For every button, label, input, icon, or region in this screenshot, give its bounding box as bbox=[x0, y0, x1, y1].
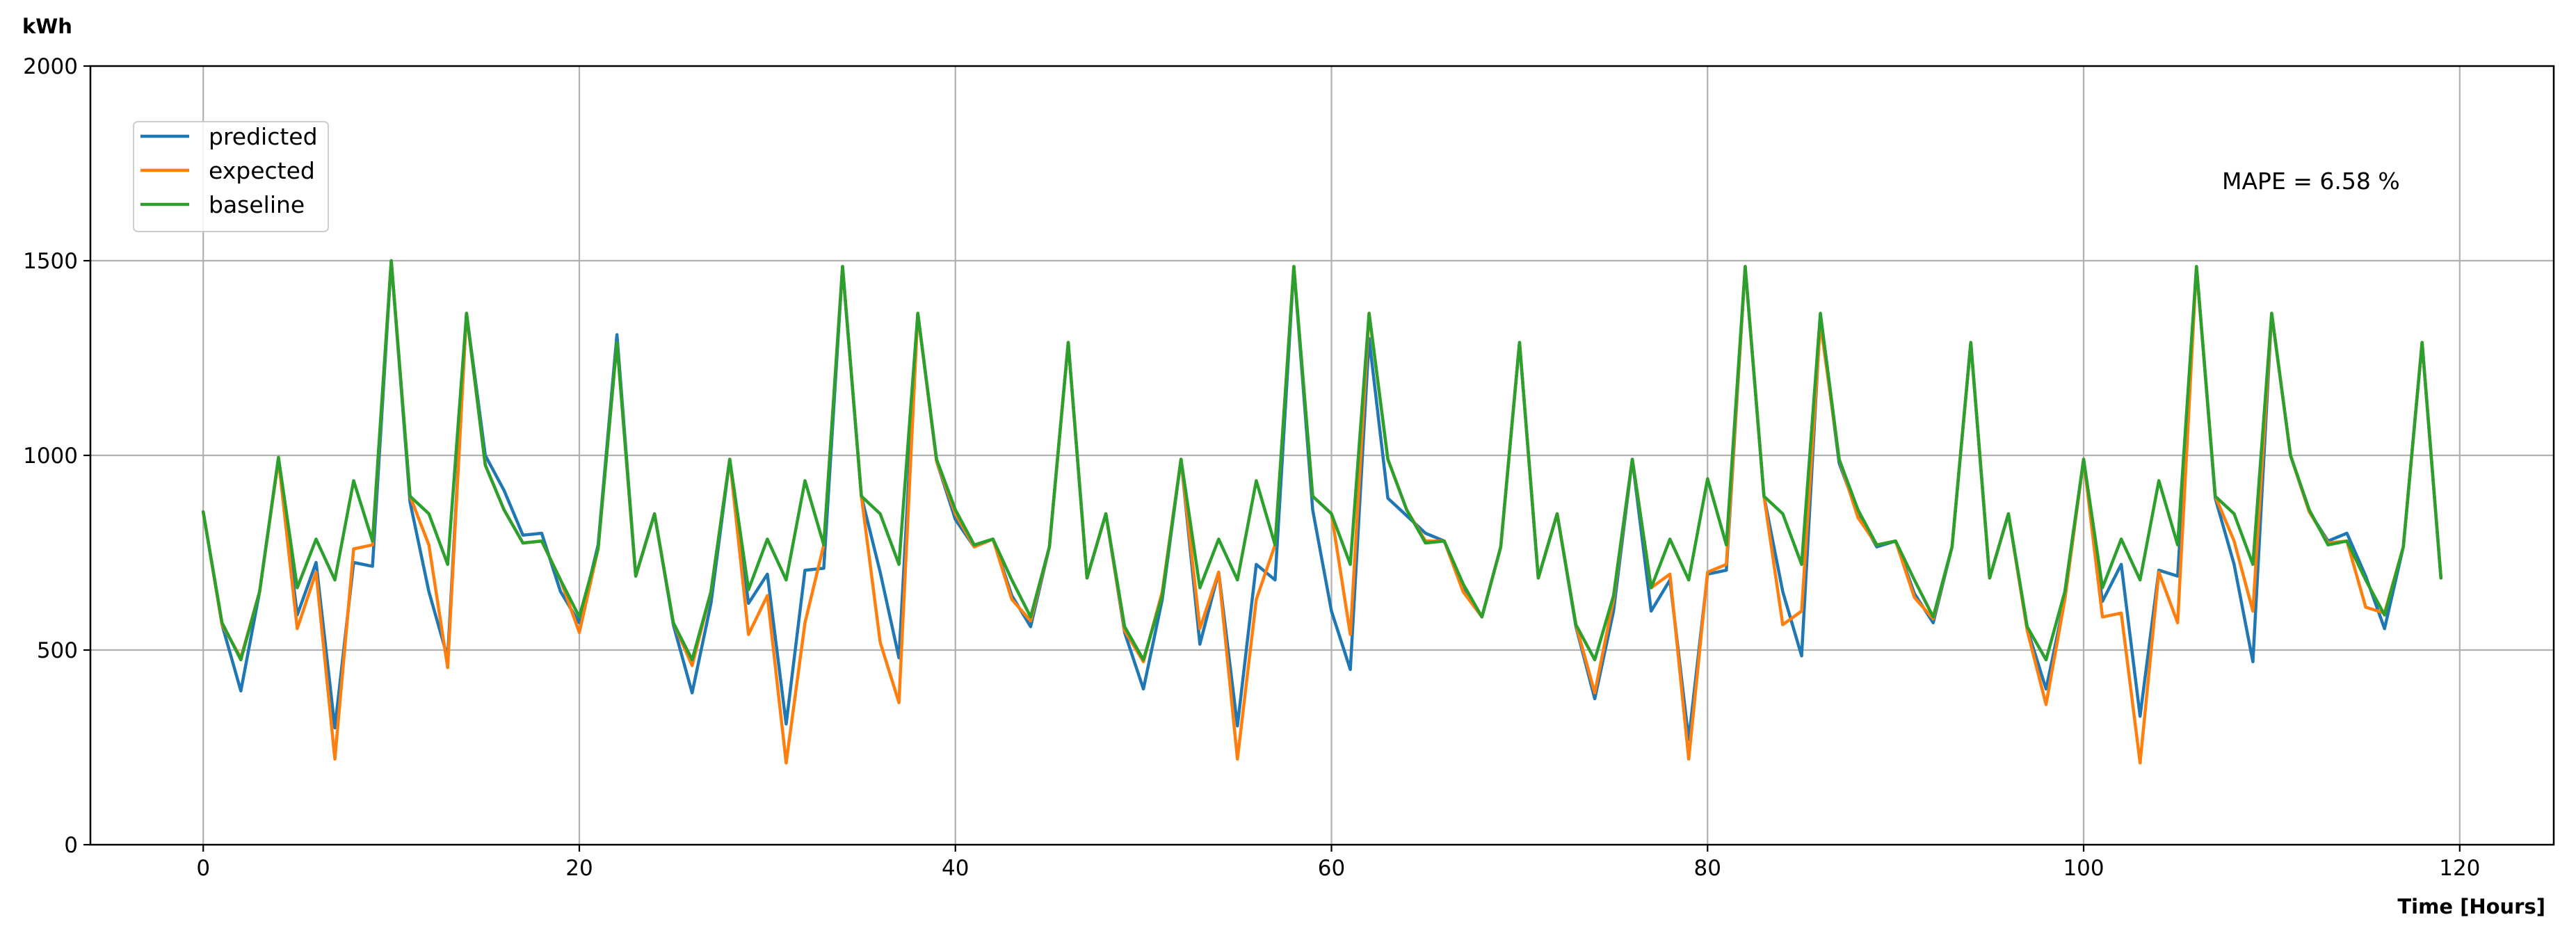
series-line-expected bbox=[201, 259, 2443, 765]
y-axis-ticks: 0 500 1000 1500 2000 bbox=[23, 54, 90, 858]
x-tick-label: 100 bbox=[2063, 856, 2104, 881]
series-lines bbox=[201, 259, 2443, 765]
x-tick-label: 60 bbox=[1318, 856, 1345, 881]
x-tick-label: 120 bbox=[2439, 856, 2480, 881]
y-tick-label: 500 bbox=[37, 638, 78, 663]
x-tick-label: 20 bbox=[565, 856, 593, 881]
series-line-predicted bbox=[201, 259, 2443, 742]
legend-label-baseline: baseline bbox=[209, 191, 305, 218]
legend-label-expected: expected bbox=[209, 157, 315, 184]
x-tick-label: 80 bbox=[1694, 856, 1721, 881]
legend-label-predicted: predicted bbox=[209, 123, 318, 150]
y-tick-label: 0 bbox=[64, 833, 78, 858]
grid-lines bbox=[90, 66, 2554, 845]
x-axis-ticks: 0 20 40 60 80 100 120 bbox=[196, 845, 2480, 881]
x-tick-label: 40 bbox=[942, 856, 969, 881]
x-tick-label: 0 bbox=[196, 856, 210, 881]
y-tick-label: 1500 bbox=[23, 249, 78, 274]
x-axis-label: Time [Hours] bbox=[2397, 895, 2545, 918]
legend: predicted expected baseline bbox=[133, 121, 329, 232]
y-tick-label: 2000 bbox=[23, 54, 78, 79]
y-axis-label: kWh bbox=[22, 15, 72, 38]
series-line-baseline bbox=[201, 259, 2443, 662]
y-tick-label: 1000 bbox=[23, 444, 78, 469]
mape-annotation: MAPE = 6.58 % bbox=[2222, 168, 2400, 195]
legend-items: predicted expected baseline bbox=[140, 123, 318, 218]
